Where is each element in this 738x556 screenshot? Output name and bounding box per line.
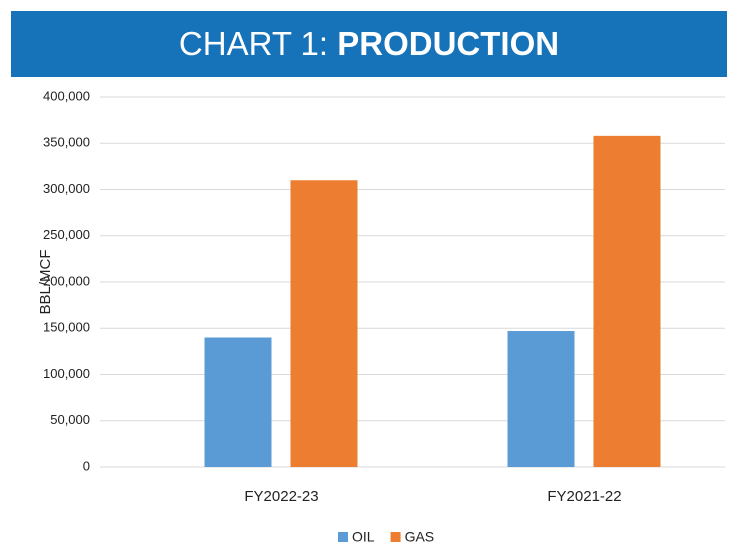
y-tick-label: 150,000: [43, 320, 90, 335]
y-tick-label: 350,000: [43, 135, 90, 150]
bar: [204, 337, 272, 467]
y-tick-label: 400,000: [43, 88, 90, 103]
y-tick-label: 100,000: [43, 366, 90, 381]
header-band: [11, 11, 727, 77]
y-tick-label: 50,000: [50, 412, 90, 427]
x-tick-label: FY2021-22: [547, 488, 621, 505]
chart-title: CHART 1: PRODUCTION: [179, 25, 559, 62]
title-prefix: CHART 1:: [179, 25, 328, 62]
legend-label: OIL: [352, 529, 375, 545]
title-main: PRODUCTION: [337, 25, 559, 62]
y-axis-label: BBL/MCF: [37, 249, 54, 314]
y-tick-label: 300,000: [43, 181, 90, 196]
bar: [507, 331, 575, 467]
bar: [593, 135, 661, 467]
legend-label: GAS: [405, 529, 435, 545]
bar: [290, 180, 358, 467]
legend-swatch: [390, 532, 401, 542]
y-tick-label: 0: [83, 458, 90, 473]
y-tick-label: 250,000: [43, 227, 90, 242]
y-tick-label: 200,000: [43, 273, 90, 288]
x-tick-label: FY2022-23: [244, 488, 318, 505]
legend-swatch: [338, 532, 348, 542]
